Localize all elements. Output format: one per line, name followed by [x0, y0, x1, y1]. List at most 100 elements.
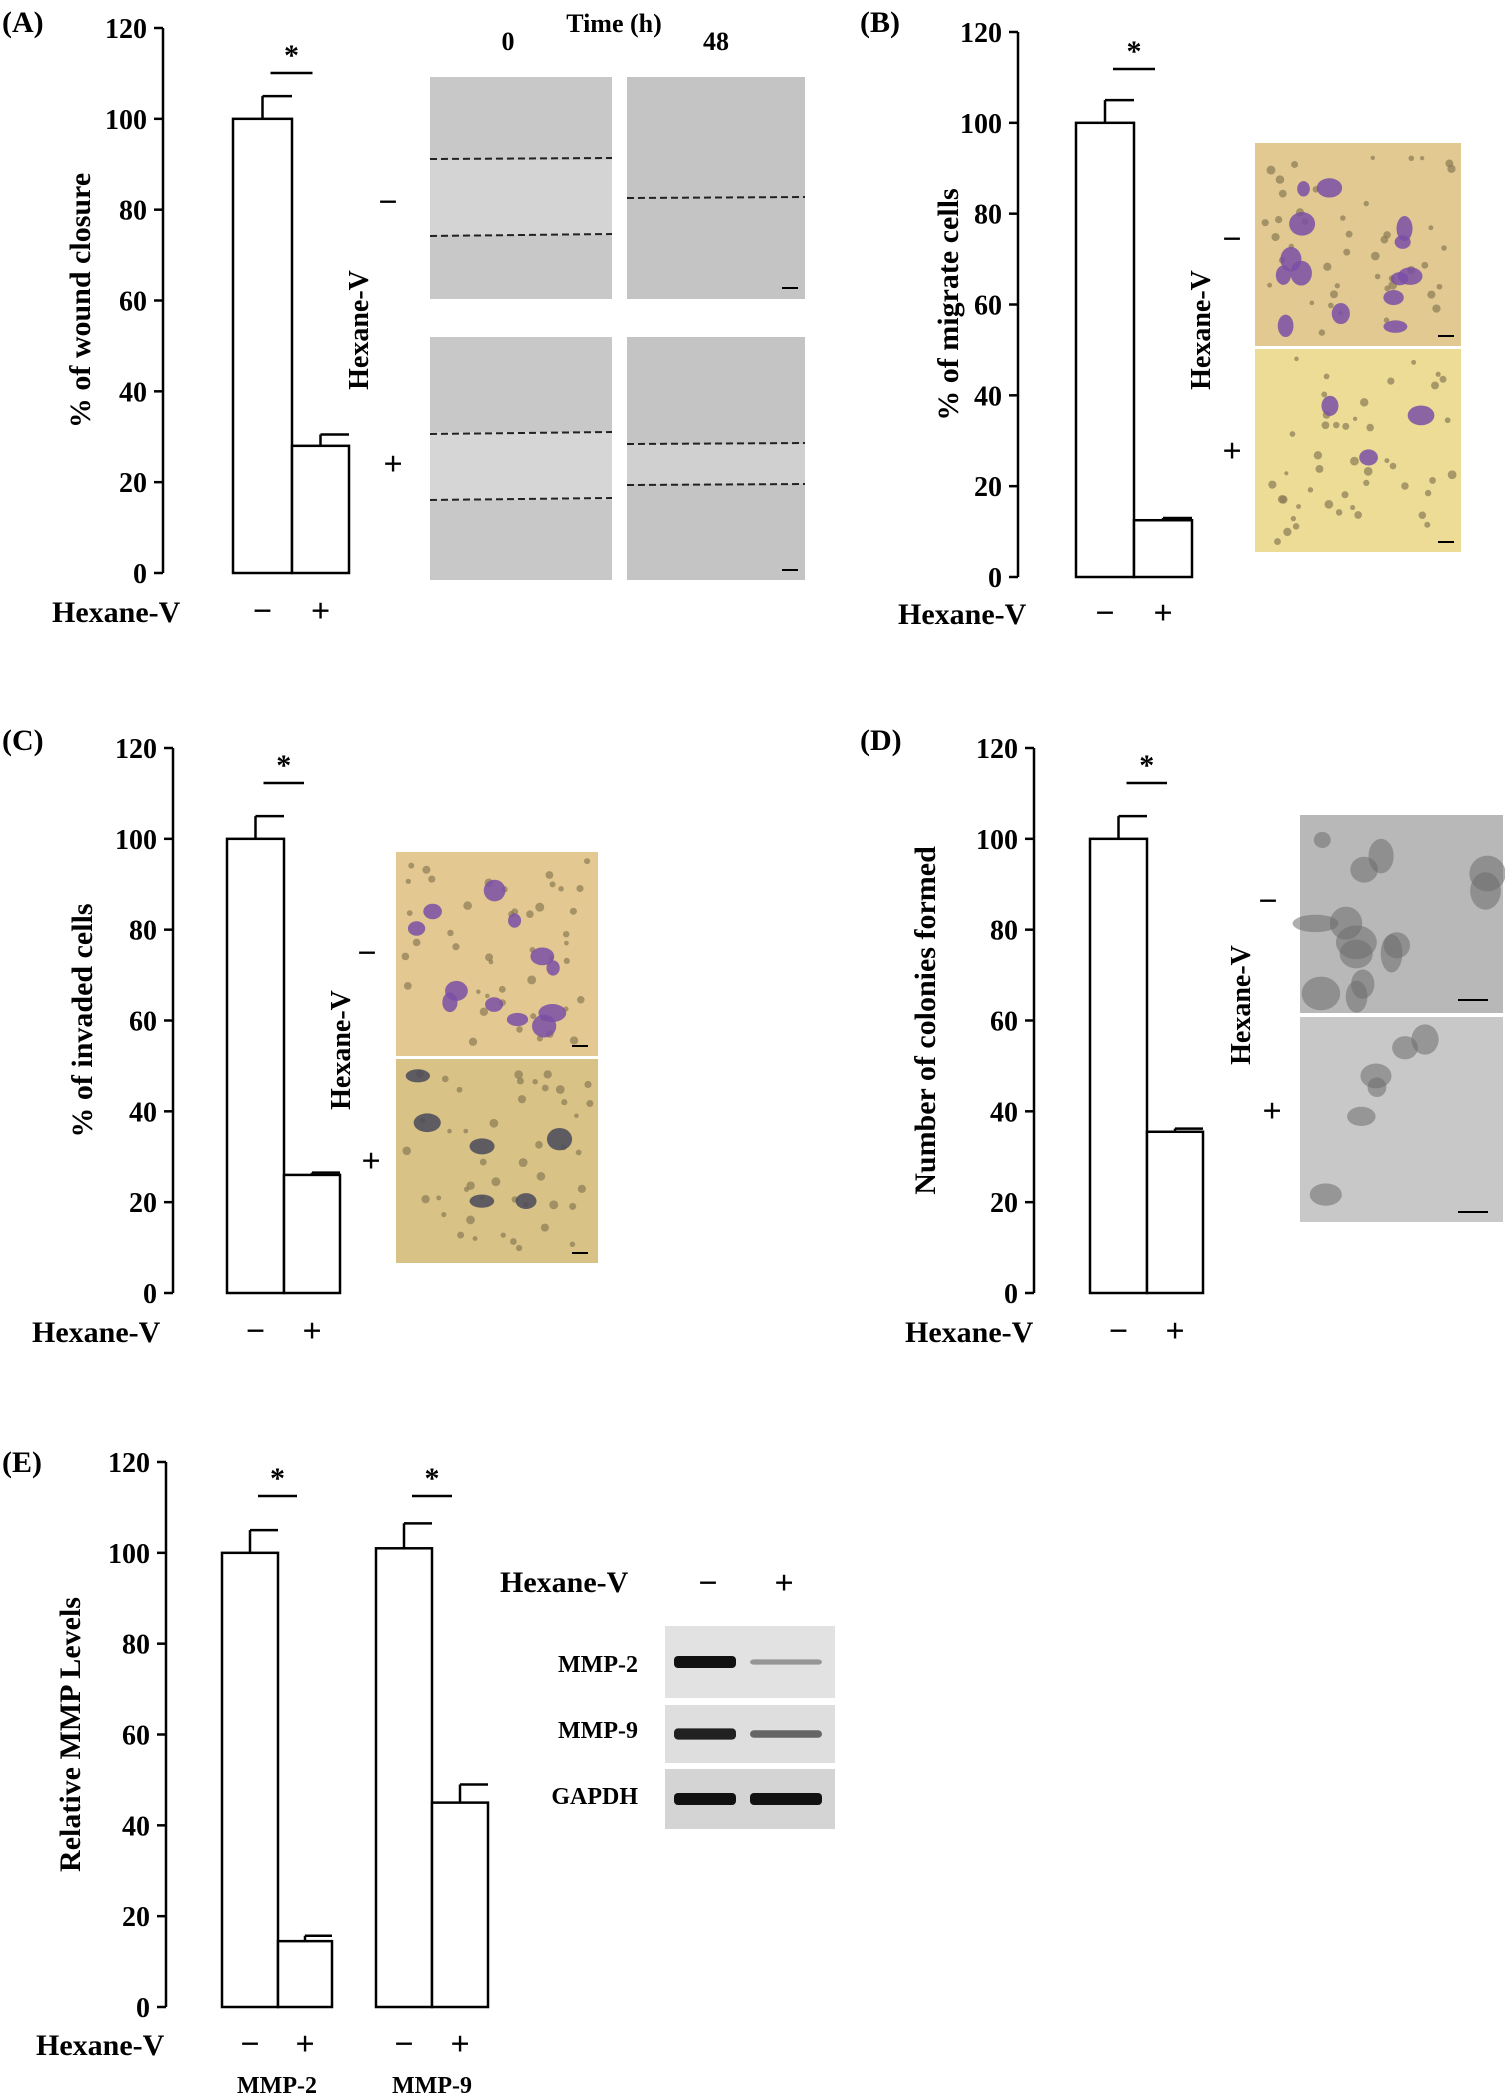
colony — [1392, 1036, 1418, 1060]
y-tick-label-b-60: 60 — [974, 291, 1002, 322]
micrograph-b-treated — [1255, 349, 1461, 552]
blot-label-mmp9: MMP-9 — [558, 1718, 638, 1744]
cell-dot — [517, 1095, 527, 1104]
cell-dot — [586, 1100, 594, 1107]
sign-minus-b: − — [1222, 221, 1241, 258]
bar-b-0 — [1074, 121, 1136, 579]
cell-dot — [1360, 398, 1369, 407]
cell-dot — [436, 1195, 442, 1201]
cell-dot — [1350, 504, 1356, 511]
stained-cell — [407, 921, 426, 936]
cell-dot — [466, 1215, 475, 1225]
cell-dot — [569, 1202, 577, 1210]
cell-dot — [518, 1158, 528, 1168]
y-tick-label-e-0: 0 — [136, 1993, 150, 2024]
blot-sign-plus: + — [774, 1565, 793, 1602]
y-tick-label-e-20: 20 — [122, 1902, 150, 1933]
cell-dot — [402, 1146, 412, 1156]
category-label-e-3: + — [450, 2026, 469, 2063]
cell-dot — [489, 1118, 499, 1128]
cell-dot — [527, 975, 537, 985]
cell-dot — [1294, 356, 1299, 362]
sign-plus-a: + — [383, 446, 402, 483]
cell-dot — [569, 907, 577, 915]
category-label-e-2: − — [394, 2026, 413, 2063]
colony — [1351, 969, 1375, 999]
cell-dot — [1328, 302, 1334, 309]
scale-bars-b — [1438, 335, 1454, 543]
cell-dot — [1261, 219, 1269, 227]
bar-a-0 — [231, 117, 294, 575]
cell-dot — [1330, 290, 1338, 299]
band-mmp-2-1 — [750, 1659, 822, 1665]
cell-dot — [441, 1211, 447, 1218]
band-mmp-9-1 — [750, 1730, 822, 1738]
cell-dot — [1427, 290, 1436, 299]
cell-dot — [447, 929, 454, 937]
stained-cell — [1407, 405, 1435, 426]
cell-dot — [576, 884, 584, 893]
colonies-d-control — [1292, 831, 1505, 1013]
panel-d-micrographs: Hexane-V − + — [1226, 815, 1505, 1222]
cell-dot — [1419, 155, 1425, 161]
cell-dot — [516, 1026, 523, 1033]
cell-dot — [405, 878, 411, 885]
y-tick-label-b-120: 120 — [960, 18, 1002, 49]
cell-dot — [463, 1186, 470, 1192]
cell-dot — [1444, 417, 1451, 424]
x-axis-label-c: Hexane-V — [32, 1316, 161, 1349]
cell-dot — [515, 1244, 523, 1252]
y-tick-label-b-0: 0 — [988, 563, 1002, 594]
cell-dot — [1370, 155, 1376, 160]
time-point-0: 0 — [502, 27, 515, 56]
colony — [1380, 934, 1403, 973]
bar-c-1 — [282, 1173, 342, 1295]
cell-dot — [1418, 511, 1427, 519]
colonies-d-treated — [1309, 1024, 1439, 1206]
y-tick-label-d-0: 0 — [1004, 1279, 1018, 1310]
cell-dot — [516, 1077, 524, 1085]
cell-dot — [1350, 456, 1359, 466]
scale-bars-a — [782, 287, 798, 571]
cell-dot — [1424, 521, 1431, 528]
y-axis-label-a: % of wound closure — [64, 173, 97, 428]
bar-a-1 — [290, 444, 351, 575]
cell-dot — [463, 901, 472, 910]
cell-dot — [1307, 487, 1314, 493]
cell-dot — [1383, 231, 1391, 239]
cell-dot — [584, 1080, 592, 1089]
y-tick-label-c-20: 20 — [129, 1188, 157, 1219]
stained-cell — [1289, 212, 1316, 236]
category-label-b-0: − — [1095, 595, 1114, 632]
y-tick-label-d-40: 40 — [990, 1097, 1018, 1128]
cell-dot — [1439, 375, 1447, 383]
cell-dot — [408, 862, 415, 869]
cell-dot — [456, 1086, 463, 1093]
cell-dot — [1424, 489, 1432, 497]
y-tick-label-c-80: 80 — [129, 916, 157, 947]
stained-cell — [405, 1069, 431, 1083]
cell-dot — [1431, 381, 1439, 390]
time-axis-label: Time (h) — [566, 9, 662, 38]
cell-dot — [1275, 175, 1285, 184]
cell-dot — [564, 940, 569, 946]
stained-cell — [1396, 216, 1413, 242]
y-tick-label-b-100: 100 — [960, 109, 1002, 140]
micrograph-a-48h-control — [627, 77, 805, 299]
group-label-e-1: MMP-9 — [392, 2073, 472, 2096]
colony — [1360, 1063, 1392, 1089]
chart-d: 0 20 40 60 80 100 120 Number of colonies formed… — [905, 734, 1205, 1350]
y-tick-label-e-60: 60 — [122, 1721, 150, 1752]
cell-dot — [1363, 200, 1369, 207]
stained-cell — [485, 997, 504, 1012]
cell-dot — [1321, 421, 1330, 430]
cell-dot — [514, 1070, 523, 1079]
cell-dot — [535, 1140, 543, 1149]
chart-c: 0 20 40 60 80 100 120 % of invaded cells − + Hexan… — [32, 734, 342, 1350]
cell-dot — [1335, 509, 1343, 516]
cell-dot — [563, 957, 570, 965]
cell-dot — [1271, 232, 1280, 242]
y-tick-label-c-60: 60 — [129, 1007, 157, 1038]
stained-cell — [1331, 302, 1350, 325]
